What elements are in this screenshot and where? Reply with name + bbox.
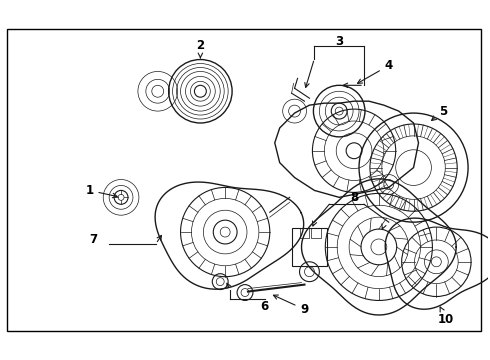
Text: 5: 5 <box>432 105 447 121</box>
Text: 2: 2 <box>196 39 204 58</box>
Bar <box>292 228 327 266</box>
Text: 6: 6 <box>261 300 269 313</box>
Bar <box>299 228 310 238</box>
Text: 3: 3 <box>335 35 343 48</box>
Text: 9: 9 <box>273 295 309 316</box>
Text: 7: 7 <box>89 234 98 247</box>
Text: 8: 8 <box>350 191 358 204</box>
Text: 10: 10 <box>438 307 454 326</box>
Text: 1: 1 <box>85 184 117 198</box>
Bar <box>312 228 321 238</box>
Text: 4: 4 <box>358 59 393 83</box>
